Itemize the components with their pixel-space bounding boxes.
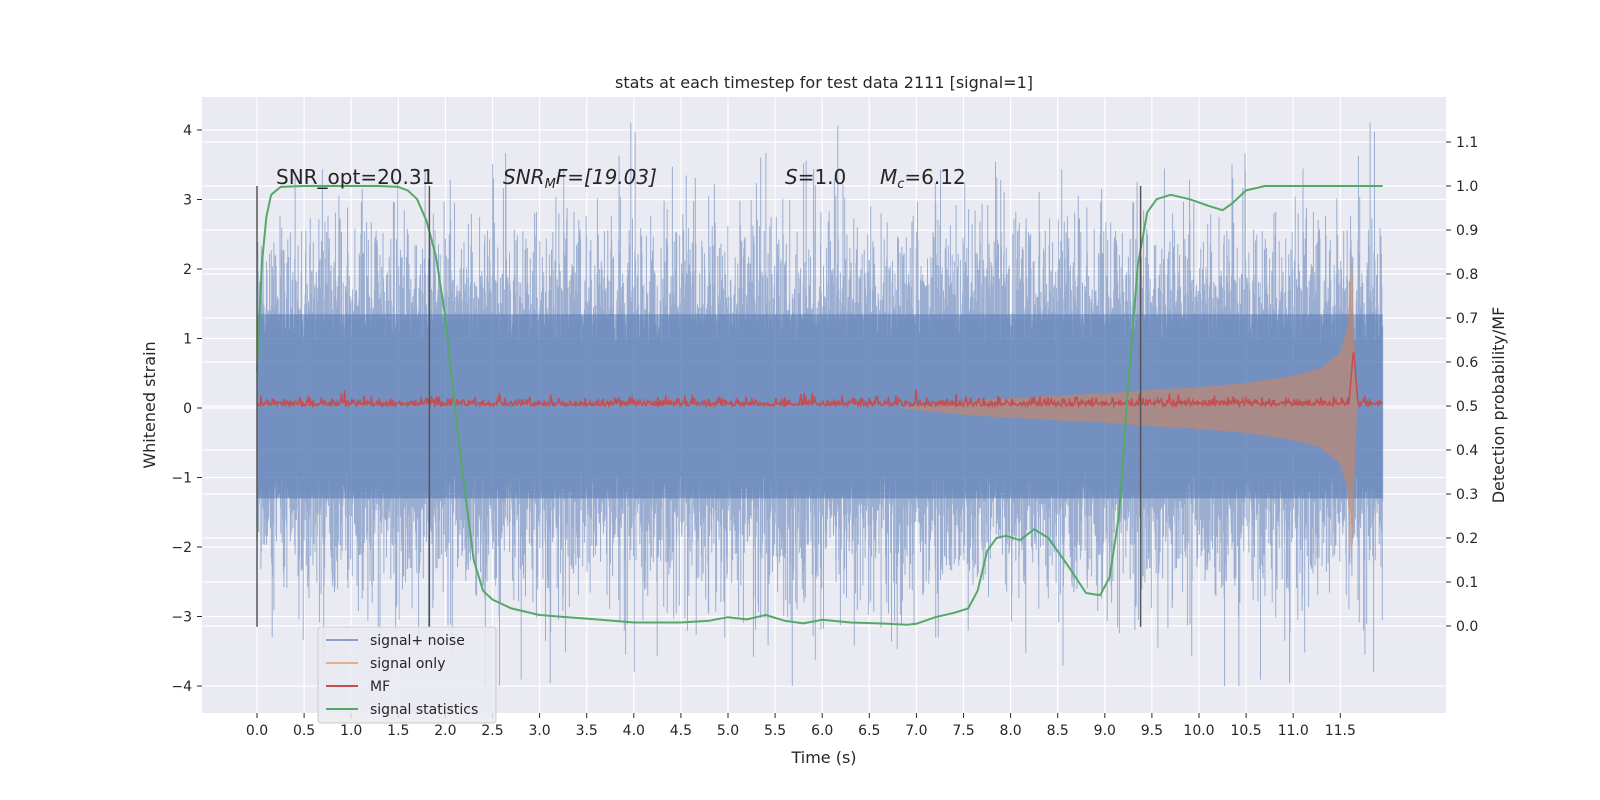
y2-tick-label: 0.8 [1456,267,1478,283]
y2-tick-label: 0.2 [1456,531,1478,547]
legend-label-signal-statistics: signal statistics [370,702,478,718]
y-tick-label: 4 [183,123,192,139]
mf-line [256,351,1383,409]
x-tick-label: 5.0 [717,723,739,739]
x-tick-label: 6.0 [811,723,833,739]
y2-tick-label: 1.1 [1456,135,1478,151]
y-tick-label: 0 [183,401,192,417]
legend-label-signal-noise: signal+ noise [370,633,465,649]
y2-tick-label: 0.9 [1456,223,1478,239]
y-tick-label: 1 [183,332,192,348]
y2-tick-label: 0.1 [1456,575,1478,591]
legend-box [317,626,497,724]
x-tick-label: 3.5 [576,723,598,739]
annotation-snr-mf: SNRMF=[19.03] [503,165,657,192]
x-tick-label: 7.0 [905,723,927,739]
y-tick-label: −1 [171,471,192,487]
y-tick-label: 2 [183,262,192,278]
legend-label-mf: MF [370,679,390,695]
x-tick-label: 2.0 [434,723,456,739]
y2-tick-label: 1.0 [1456,179,1478,195]
chart-title: stats at each timestep for test data 211… [615,73,1033,92]
x-tick-label: 8.0 [999,723,1021,739]
x-tick-label: 2.5 [481,723,503,739]
y-tick-label: −2 [171,540,192,556]
y2-axis-ticks: 1.1 1.0 0.9 0.8 0.7 0.6 0.5 0.4 0.3 0.2 0.1 0.0 [1446,135,1478,635]
x-tick-label: 1.0 [340,723,362,739]
x-axis-ticks: 0.0 0.5 1.0 1.5 2.0 2.5 3.0 3.5 4.0 4.5 5.0 5.5 6.0 6… [246,713,1356,739]
x-tick-label: 11.5 [1325,723,1356,739]
x-tick-label: 4.5 [670,723,692,739]
legend: signal+ noise signal only MF signal stat… [317,626,497,724]
x-tick-label: 9.5 [1141,723,1163,739]
y2-tick-label: 0.5 [1456,399,1478,415]
signal-statistics-series [256,185,1383,626]
signal-statistics-line [256,185,1383,626]
y2-tick-label: 0.3 [1456,487,1478,503]
y-tick-label: −4 [171,679,192,695]
x-tick-label: 9.0 [1094,723,1116,739]
y2-tick-label: 0.4 [1456,443,1478,459]
mf-series [256,351,1383,409]
vertical-markers [256,186,1142,627]
x-axis-label: Time (s) [790,748,856,767]
y2-tick-label: 0.7 [1456,311,1478,327]
y2-axis-label: Detection probability/MF [1489,307,1508,504]
x-tick-label: 0.0 [246,723,268,739]
annotation-snr-opt: SNR_opt=20.31 [276,165,434,189]
y2-tick-label: 0.0 [1456,619,1478,635]
x-tick-label: 7.5 [952,723,974,739]
annotation-mc: Mc=6.12 [880,165,966,192]
y-tick-label: −3 [171,610,192,626]
x-tick-label: 3.0 [528,723,550,739]
x-tick-label: 8.5 [1047,723,1069,739]
y-axis-ticks: 4 3 2 1 0 −1 −2 −3 −4 [171,123,202,695]
x-tick-label: 10.0 [1183,723,1214,739]
x-tick-label: 10.5 [1231,723,1262,739]
x-tick-label: 6.5 [858,723,880,739]
x-tick-label: 1.5 [387,723,409,739]
y-tick-label: 3 [183,193,192,209]
legend-label-signal-only: signal only [370,656,445,672]
x-tick-label: 4.0 [623,723,645,739]
y2-tick-label: 0.6 [1456,355,1478,371]
y-axis-label: Whitened strain [140,341,159,468]
x-tick-label: 5.5 [764,723,786,739]
x-tick-label: 0.5 [293,723,315,739]
annotation-s: S=1.0 [785,165,846,189]
x-tick-label: 11.0 [1278,723,1309,739]
